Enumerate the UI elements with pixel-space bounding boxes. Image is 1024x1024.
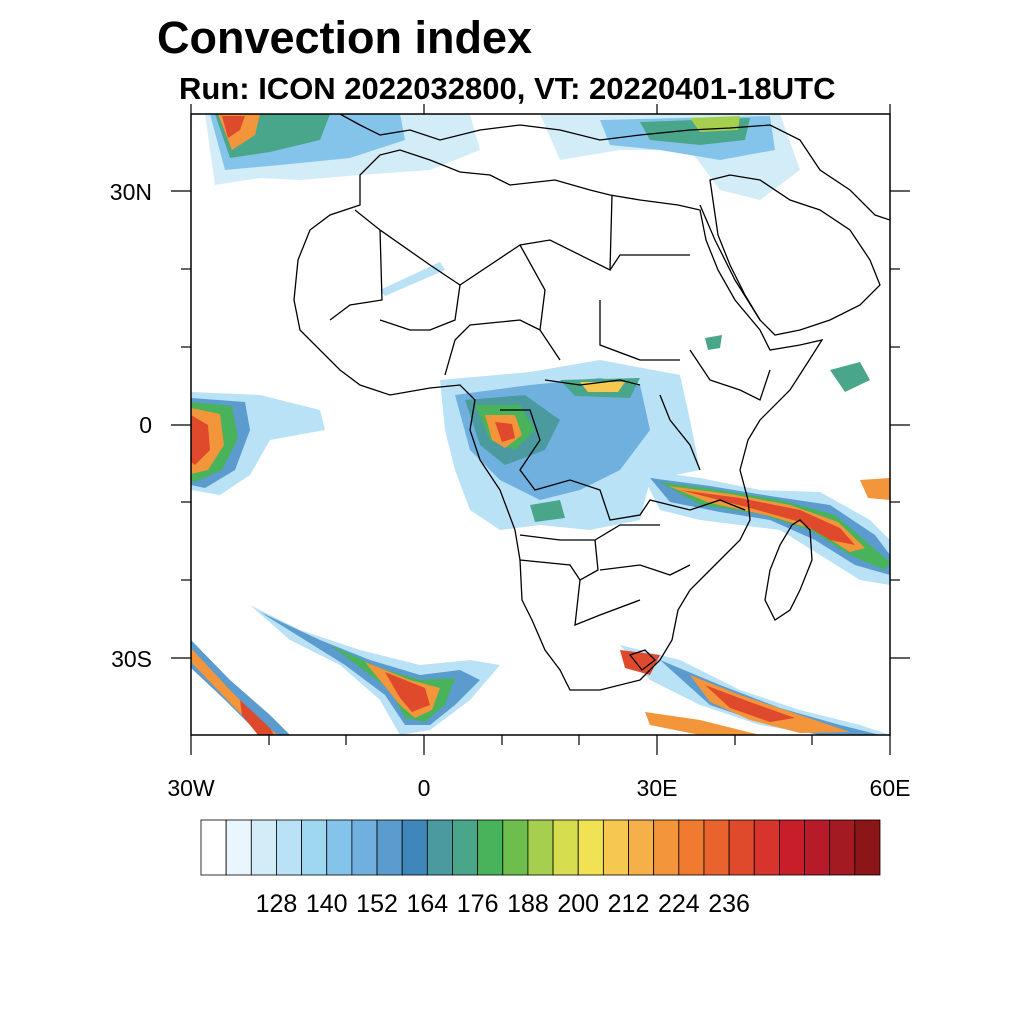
colorbar-swatch (401, 819, 428, 876)
colorbar-swatch (527, 819, 554, 876)
colorbar-swatch (376, 819, 403, 876)
colorbar-label: 224 (658, 890, 700, 918)
border (599, 564, 691, 576)
coastlines-and-borders (293, 114, 890, 691)
field-equatorial-atlantic (191, 392, 325, 495)
colorbar-swatch (301, 819, 328, 876)
colorbar-label: 236 (708, 890, 750, 918)
colorbar-swatch (628, 819, 655, 876)
colorbar-swatch (426, 819, 453, 876)
colorbar-labels: 128 140 152 164 176 188 200 212 224 236 (256, 890, 750, 918)
field-mediterranean (540, 114, 800, 200)
field-indian-ocean-band (640, 470, 890, 585)
africa-coastline (293, 149, 824, 691)
field-arabian-sea (830, 362, 870, 392)
colorbar-swatch (477, 819, 504, 876)
field-south-africa (620, 650, 660, 675)
colorbar-swatch (804, 819, 831, 876)
convection-fields (191, 114, 890, 735)
lon-label-30e: 30E (637, 775, 678, 801)
lat-label-30n: 30N (110, 179, 152, 205)
lon-label-30w: 30W (167, 775, 215, 801)
colorbar-swatch (552, 819, 579, 876)
colorbar (200, 819, 881, 876)
colorbar-swatch (452, 819, 479, 876)
colorbar-label: 152 (356, 890, 398, 918)
colorbar-swatch (728, 819, 755, 876)
colorbar-swatch (678, 819, 705, 876)
lon-label-0: 0 (418, 775, 431, 801)
chart-title: Convection index (157, 12, 533, 63)
europe-coast (339, 114, 890, 221)
colorbar-swatch (577, 819, 604, 876)
red-sea (699, 204, 761, 321)
border (628, 649, 656, 671)
colorbar-swatch (200, 819, 227, 876)
colorbar-swatch (829, 819, 856, 876)
lat-label-30s: 30S (111, 646, 152, 672)
colorbar-label: 188 (507, 890, 549, 918)
border (379, 284, 461, 331)
border (574, 539, 641, 627)
colorbar-swatch (326, 819, 353, 876)
border (329, 229, 383, 321)
colorbar-swatch (753, 819, 780, 876)
border (354, 194, 613, 286)
field-sahara-streak (380, 262, 445, 296)
border (544, 379, 641, 386)
field-south-indian-front (620, 645, 890, 735)
colorbar-swatch (703, 819, 730, 876)
field-north-atlantic (205, 114, 480, 185)
colorbar-swatch (502, 819, 529, 876)
colorbar-label: 140 (306, 890, 348, 918)
madagascar (764, 519, 813, 621)
colorbar-label: 164 (406, 890, 448, 918)
field-south-atlantic-front (191, 605, 500, 735)
arabia (709, 174, 881, 336)
colorbar-swatch (351, 819, 378, 876)
colorbar-swatch (225, 819, 252, 876)
border (500, 409, 746, 521)
colorbar-swatch (779, 819, 805, 876)
chart-subtitle: Run: ICON 2022032800, VT: 20220401-18UTC (179, 71, 836, 106)
border (519, 244, 561, 361)
axis-ticks (171, 104, 910, 755)
border (444, 319, 541, 376)
colorbar-label: 176 (457, 890, 499, 918)
border (689, 349, 771, 401)
border (609, 254, 690, 271)
colorbar-swatch (250, 819, 277, 876)
border (599, 300, 680, 361)
lon-label-60e: 60E (870, 775, 911, 801)
field-central-africa (440, 360, 700, 530)
colorbar-label: 128 (256, 890, 298, 918)
colorbar-swatch (653, 819, 680, 876)
colorbar-swatch (854, 819, 881, 876)
colorbar-label: 200 (557, 890, 599, 918)
colorbar-swatch (276, 819, 302, 876)
border (519, 559, 581, 581)
field-ethiopia (705, 335, 722, 350)
colorbar-label: 212 (608, 890, 650, 918)
colorbar-swatch (602, 819, 629, 876)
lat-label-0: 0 (139, 412, 152, 438)
border (659, 394, 701, 471)
